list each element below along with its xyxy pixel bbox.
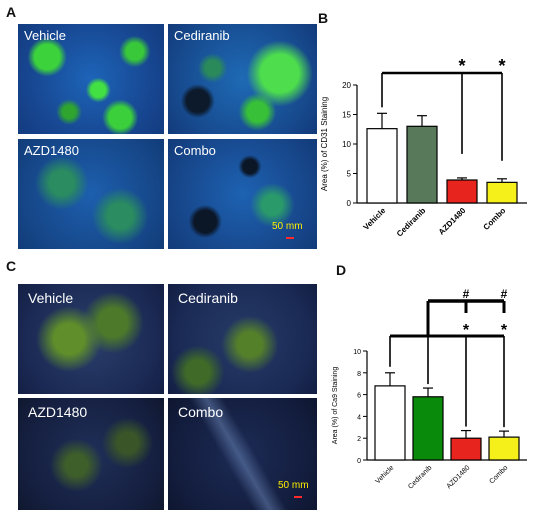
bar — [406, 125, 438, 204]
x-tick-label: AZD1480 — [446, 464, 472, 490]
micrograph-c-vehicle: Vehicle — [18, 284, 164, 394]
significance-hash: # — [463, 287, 470, 301]
bar — [486, 181, 518, 204]
micrograph-label: Cediranib — [178, 290, 238, 306]
micrograph-c-azd1480: AZD1480 — [18, 398, 164, 510]
micrograph-a-cediranib: Cediranib — [168, 24, 317, 134]
y-tick-label: 4 — [357, 414, 361, 421]
y-tick-label: 10 — [353, 349, 361, 356]
micrograph-a-azd1480: AZD1480 — [18, 139, 164, 249]
micrograph-label: AZD1480 — [24, 143, 79, 158]
x-tick-label: AZD1480 — [437, 206, 468, 237]
micrograph-a-combo: Combo 50 mm — [168, 139, 317, 249]
x-tick-label: Combo — [488, 464, 509, 485]
micrograph-label: Vehicle — [28, 290, 74, 306]
y-tick-label: 15 — [342, 111, 351, 120]
chart-b: 0 5 10 15 20 Area (%) of CD31 Staining Vehicle… — [320, 56, 527, 239]
micrograph-label: Combo — [178, 404, 224, 420]
bar — [412, 396, 444, 461]
scale-label: 50 mm — [272, 221, 303, 232]
y-axis-label: Area (%) of Ca9 Staining — [332, 367, 339, 445]
y-tick-label: 2 — [357, 436, 361, 443]
scale-bar — [286, 237, 294, 239]
y-tick-label: 10 — [342, 140, 351, 149]
micrograph-a-vehicle: Vehicle — [18, 24, 164, 134]
panel-letter-c: C — [6, 258, 17, 274]
bar — [374, 385, 406, 461]
panel-letter-d: D — [336, 262, 347, 278]
x-tick-label: Cediranib — [395, 206, 428, 239]
significance-star: * — [458, 56, 465, 76]
significance-hash: # — [501, 287, 508, 301]
micrograph-label: Vehicle — [24, 28, 66, 43]
panel-letter-b: B — [318, 10, 329, 26]
y-tick-label: 0 — [357, 458, 361, 465]
y-tick-label: 6 — [357, 393, 361, 400]
significance-star: * — [463, 322, 470, 339]
bar — [366, 128, 398, 204]
x-tick-label: Vehicle — [362, 206, 388, 232]
chart-d: 0 2 4 6 8 10 Area (%) of Ca9 Staining Vehicle Ce… — [332, 287, 527, 491]
significance-star: * — [501, 322, 508, 339]
micrograph-label: Cediranib — [174, 28, 230, 43]
y-tick-label: 0 — [347, 199, 352, 208]
x-tick-label: Vehicle — [374, 464, 395, 485]
micrograph-c-cediranib: Cediranib — [168, 284, 317, 394]
y-tick-label: 5 — [347, 170, 352, 179]
y-tick-label: 20 — [342, 81, 351, 90]
y-axis-label: Area (%) of CD31 Staining — [320, 97, 329, 191]
y-tick-label: 8 — [357, 371, 361, 378]
bar — [450, 437, 482, 461]
scale-label: 50 mm — [278, 480, 309, 491]
bar — [488, 436, 520, 461]
x-tick-label: Cediranib — [407, 464, 433, 490]
bar — [446, 179, 478, 204]
scale-bar — [294, 496, 302, 498]
micrograph-c-combo: Combo 50 mm — [168, 398, 317, 510]
micrograph-label: AZD1480 — [28, 404, 88, 420]
significance-star: * — [498, 56, 505, 76]
x-tick-label: Combo — [482, 206, 508, 232]
panel-letter-a: A — [6, 4, 17, 20]
micrograph-label: Combo — [174, 143, 216, 158]
